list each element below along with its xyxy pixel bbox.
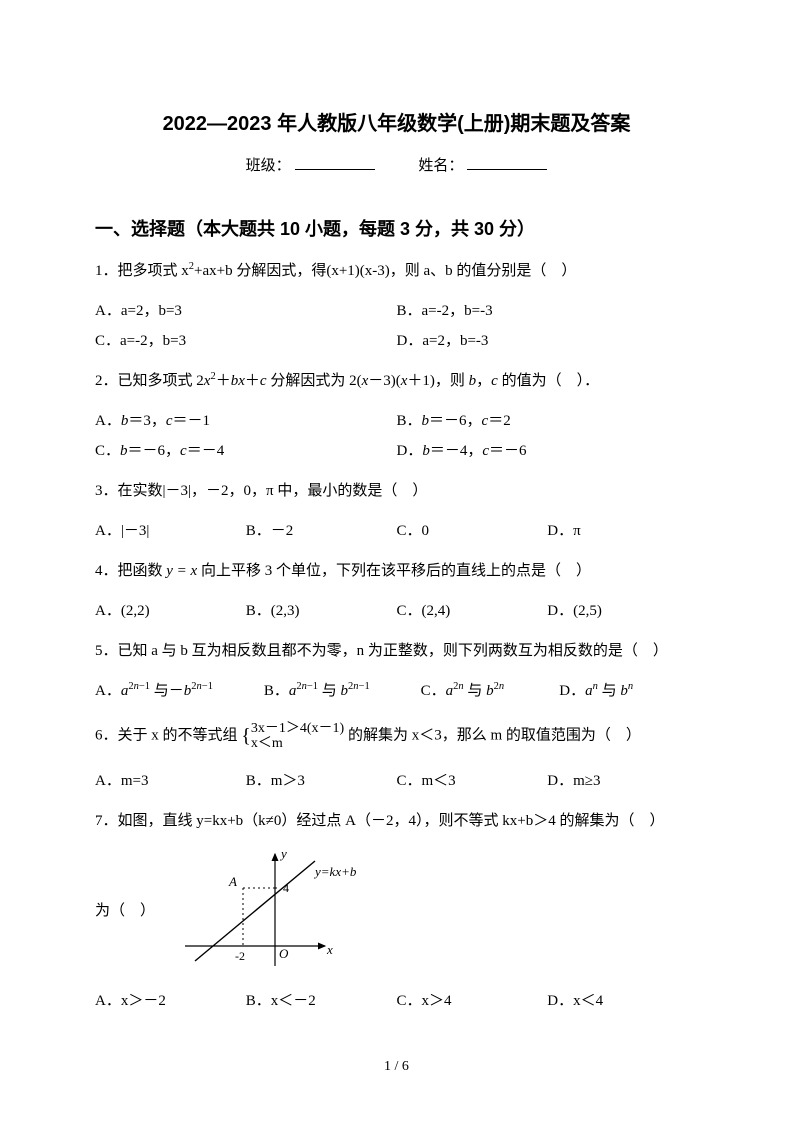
q7-row: 为（ ） y x O y=kx+b A 4 -2 xyxy=(95,846,698,976)
origin-label: O xyxy=(279,946,289,961)
q6-opt-b[interactable]: B．m＞3 xyxy=(246,766,397,796)
q6-opt-c[interactable]: C．m＜3 xyxy=(397,766,548,796)
name-blank[interactable] xyxy=(467,169,547,170)
x-axis-label: x xyxy=(326,942,333,957)
q2-d: 分解因式为 2( xyxy=(267,373,362,389)
q5-opt-c[interactable]: C．a2n 与 b2n xyxy=(421,676,560,706)
q2-a: 2．已知多项式 2 xyxy=(95,373,204,389)
q4-a: 4．把函数 xyxy=(95,563,163,579)
q6-ineq-1: 3x－1＞4(x－1) xyxy=(251,721,344,736)
q1-opt-a[interactable]: A．a=2，b=3 xyxy=(95,296,397,326)
question-4: 4．把函数 y = x 向上平移 3 个单位，下列在该平移后的直线上的点是（ ） xyxy=(95,556,698,586)
line-label: y=kx+b xyxy=(313,864,357,879)
class-blank[interactable] xyxy=(295,169,375,170)
question-3: 3．在实数|－3|，－2，0，π 中，最小的数是（ ） xyxy=(95,476,698,506)
point-a-label: A xyxy=(228,874,237,889)
q2-options: A．b＝3，c＝－1 B．b＝－6，c＝2 C．b＝－6，c＝－4 D．b＝－4… xyxy=(95,406,698,466)
q6-options: A．m=3 B．m＞3 C．m＜3 D．m≥3 xyxy=(95,766,698,796)
y-val-4: 4 xyxy=(283,881,289,895)
name-label: 姓名： xyxy=(418,158,463,174)
q3-opt-a[interactable]: A．|－3| xyxy=(95,516,246,546)
q1-opt-c[interactable]: C．a=-2，b=3 xyxy=(95,326,397,356)
x-val-neg2: -2 xyxy=(235,949,245,963)
question-6: 6．关于 x 的不等式组 { 3x－1＞4(x－1) x＜m 的解集为 x＜3，… xyxy=(95,716,698,756)
q2-c: ＋ xyxy=(245,373,260,389)
q4-b: 向上平移 3 个单位，下列在该平移后的直线上的点是（ ） xyxy=(201,563,591,579)
q2-g: ， xyxy=(476,373,491,389)
q7-options: A．x＞－2 B．x＜－2 C．x＞4 D．x＜4 xyxy=(95,986,698,1016)
q5-opt-d[interactable]: D．an 与 bn xyxy=(559,676,698,706)
q7-opt-d[interactable]: D．x＜4 xyxy=(547,986,698,1016)
q4-opt-a[interactable]: A．(2,2) xyxy=(95,596,246,626)
q5-opt-a[interactable]: A．a2n−1 与－b2n−1 xyxy=(95,676,264,706)
q2-h: 的值为（ ）． xyxy=(498,373,599,389)
question-7: 7．如图，直线 y=kx+b（k≠0）经过点 A（－2，4），则不等式 kx+b… xyxy=(95,806,698,836)
q1-opt-d[interactable]: D．a=2，b=-3 xyxy=(397,326,699,356)
q2-e: －3)( xyxy=(368,373,401,389)
question-1: 1．把多项式 x2+ax+b 分解因式，得(x+1)(x-3)，则 a、b 的值… xyxy=(95,256,698,286)
q6-opt-a[interactable]: A．m=3 xyxy=(95,766,246,796)
class-label: 班级： xyxy=(246,158,291,174)
q2-opt-d[interactable]: D．b＝－4，c＝－6 xyxy=(397,436,699,466)
q2-f: ＋1)，则 xyxy=(407,373,468,389)
q7-opt-b[interactable]: B．x＜－2 xyxy=(246,986,397,1016)
question-2: 2．已知多项式 2x2＋bx＋c 分解因式为 2(x－3)(x＋1)，则 b，c… xyxy=(95,366,698,396)
q2-b: ＋ xyxy=(216,373,231,389)
q6-a: 6．关于 x 的不等式组 xyxy=(95,728,238,744)
q6-ineq-2: x＜m xyxy=(251,736,344,751)
q7-opt-a[interactable]: A．x＞－2 xyxy=(95,986,246,1016)
q7-opt-c[interactable]: C．x＞4 xyxy=(397,986,548,1016)
q2-opt-c[interactable]: C．b＝－6，c＝－4 xyxy=(95,436,397,466)
page-number: 1 / 6 xyxy=(0,1057,793,1077)
exam-title: 2022—2023 年人教版八年级数学(上册)期末题及答案 xyxy=(95,110,698,138)
q7-graph: y x O y=kx+b A 4 -2 xyxy=(165,846,375,976)
y-axis-label: y xyxy=(279,846,287,861)
student-info: 班级： 姓名： xyxy=(95,156,698,177)
q1-options: A．a=2，b=3 B．a=-2，b=-3 C．a=-2，b=3 D．a=2，b… xyxy=(95,296,698,356)
q5-opt-b[interactable]: B．a2n−1 与 b2n−1 xyxy=(264,676,421,706)
section-1-heading: 一、选择题（本大题共 10 小题，每题 3 分，共 30 分） xyxy=(95,217,698,242)
q3-opt-b[interactable]: B．－2 xyxy=(246,516,397,546)
q7-bracket: 为（ ） xyxy=(95,896,155,926)
q1-stem-b: +ax+b 分解因式，得(x+1)(x-3)，则 a、b 的值分别是（ ） xyxy=(194,263,576,279)
q5-options: A．a2n−1 与－b2n−1 B．a2n−1 与 b2n−1 C．a2n 与 … xyxy=(95,676,698,706)
q1-opt-b[interactable]: B．a=-2，b=-3 xyxy=(397,296,699,326)
q4-opt-c[interactable]: C．(2,4) xyxy=(397,596,548,626)
q6-system: 3x－1＞4(x－1) x＜m xyxy=(251,721,344,752)
q6-b: 的解集为 x＜3，那么 m 的取值范围为（ ） xyxy=(348,728,641,744)
q2-opt-b[interactable]: B．b＝－6，c＝2 xyxy=(397,406,699,436)
q4-options: A．(2,2) B．(2,3) C．(2,4) D．(2,5) xyxy=(95,596,698,626)
q3-opt-c[interactable]: C．0 xyxy=(397,516,548,546)
question-5: 5．已知 a 与 b 互为相反数且都不为零，n 为正整数，则下列两数互为相反数的… xyxy=(95,636,698,666)
q2-opt-a[interactable]: A．b＝3，c＝－1 xyxy=(95,406,397,436)
q3-options: A．|－3| B．－2 C．0 D．π xyxy=(95,516,698,546)
q1-stem-a: 1．把多项式 x xyxy=(95,263,189,279)
q4-opt-b[interactable]: B．(2,3) xyxy=(246,596,397,626)
q4-opt-d[interactable]: D．(2,5) xyxy=(547,596,698,626)
q3-opt-d[interactable]: D．π xyxy=(547,516,698,546)
q6-opt-d[interactable]: D．m≥3 xyxy=(547,766,698,796)
